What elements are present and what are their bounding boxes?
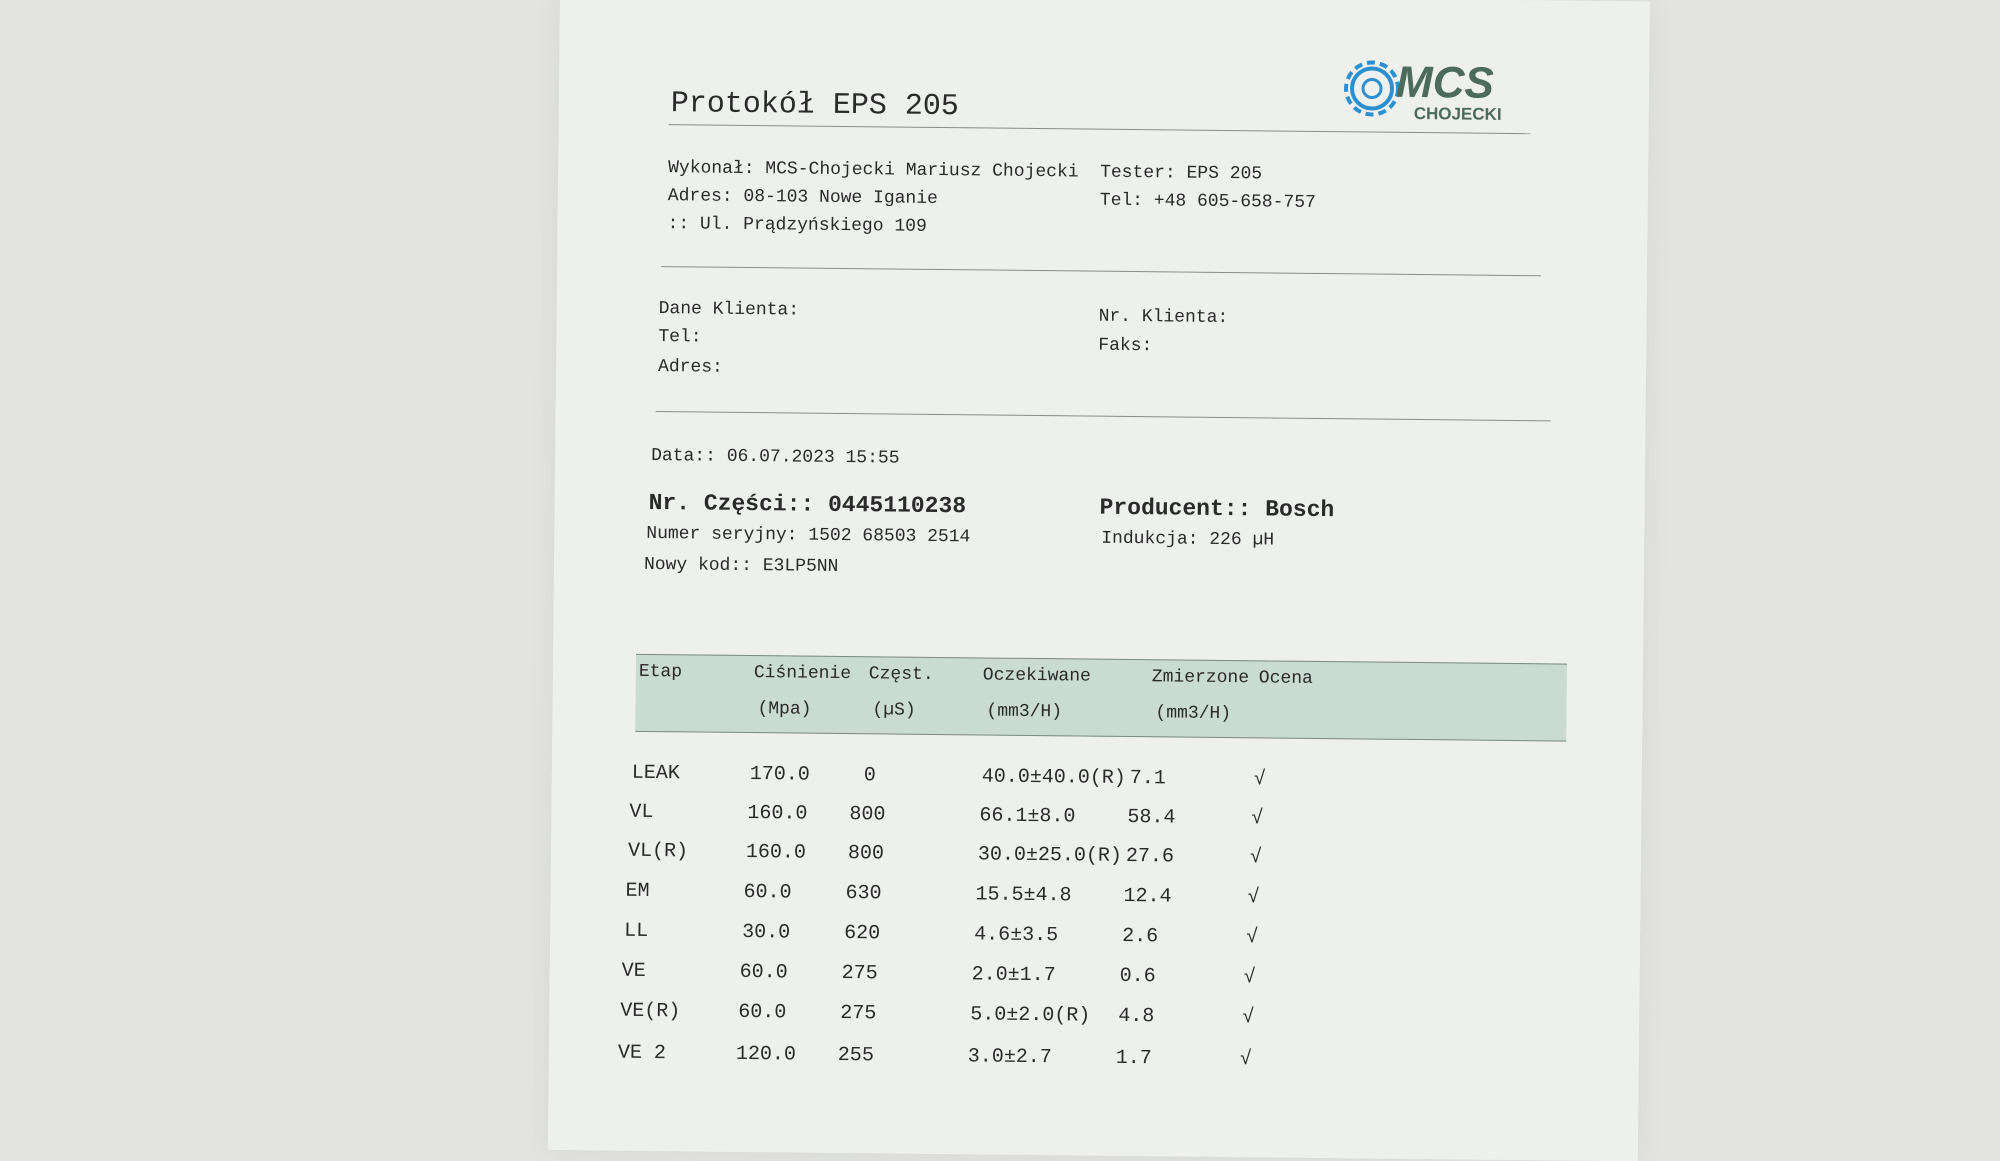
column-header: Etap <box>638 661 683 683</box>
measured-cell: 58.4 <box>1127 805 1176 830</box>
column-unit: (mm3/H) <box>1155 703 1232 725</box>
mcs-chojecki-logo: MCS CHOJECKI <box>1344 58 1502 124</box>
pressure-cell: 60.0 <box>738 1000 787 1025</box>
divider <box>661 266 1542 277</box>
measured-cell: 4.8 <box>1118 1004 1155 1029</box>
stage-cell: LL <box>624 919 649 943</box>
document-title: Protokół EPS 205 <box>670 87 960 125</box>
column-header: Ocena <box>1258 668 1313 689</box>
frequency-cell: 800 <box>847 842 885 866</box>
column-header: Częst. <box>868 664 934 685</box>
test-date: Data:: 06.07.2023 15:55 <box>651 445 900 469</box>
svg-text:CHOJECKI: CHOJECKI <box>1414 104 1502 124</box>
client-data-label: Dane Klienta: <box>658 299 800 321</box>
column-unit: (Mpa) <box>757 699 812 720</box>
expected-cell: 3.0±2.7 <box>967 1045 1052 1070</box>
pressure-cell: 60.0 <box>743 880 792 905</box>
table-row: VE(R) 60.0 275 5.0±2.0(R) 4.8 √ <box>560 0 1650 1030</box>
client-fax-label: Faks: <box>1098 335 1153 357</box>
table-row: VL(R) 160.0 800 30.0±25.0(R) 27.6 √ <box>560 0 1650 870</box>
column-header: Oczekiwane <box>982 665 1091 687</box>
frequency-cell: 275 <box>841 962 878 986</box>
table-row: VE 2 120.0 255 3.0±2.7 1.7 √ <box>560 0 1650 1072</box>
pressure-cell: 160.0 <box>747 802 808 826</box>
frequency-cell: 630 <box>845 882 882 906</box>
expected-cell: 2.0±1.7 <box>971 963 1056 988</box>
stage-cell: VE <box>621 959 646 983</box>
stage-cell: VE 2 <box>617 1041 667 1066</box>
divider <box>655 411 1551 422</box>
stage-cell: LEAK <box>631 761 680 786</box>
rating-cell: √ <box>1245 926 1259 950</box>
part-number: Nr. Części:: 0445110238 <box>648 489 967 520</box>
expected-cell: 30.0±25.0(R) <box>977 843 1123 868</box>
pressure-cell: 170.0 <box>749 763 810 787</box>
pressure-cell: 120.0 <box>735 1042 796 1067</box>
table-row: LL 30.0 620 4.6±3.5 2.6 √ <box>560 0 1650 950</box>
measured-cell: 12.4 <box>1123 884 1172 909</box>
column-header: Zmierzone <box>1151 667 1250 689</box>
measured-cell: 1.7 <box>1115 1046 1152 1071</box>
rating-cell: √ <box>1243 966 1256 990</box>
column-header: Ciśnienie <box>753 663 852 685</box>
svg-text:MCS: MCS <box>1396 58 1494 108</box>
table-row: LEAK 170.0 0 40.0±40.0(R) 7.1 √ <box>560 0 1650 792</box>
company-address: Adres: 08-103 Nowe Iganie <box>667 186 938 209</box>
inductance: Indukcja: 226 µH <box>1101 528 1275 551</box>
table-row: VL 160.0 800 66.1±8.0 58.4 √ <box>560 0 1650 831</box>
frequency-cell: 800 <box>849 803 886 827</box>
rating-cell: √ <box>1251 807 1264 831</box>
expected-cell: 66.1±8.0 <box>979 804 1076 829</box>
stage-cell: VL <box>629 800 654 825</box>
frequency-cell: 0 <box>863 764 876 788</box>
serial-number: Numer seryjny: 1502 68503 2514 <box>646 523 971 548</box>
column-unit: (µS) <box>872 700 916 721</box>
stage-cell: VE(R) <box>620 999 681 1024</box>
new-code: Nowy kod:: E3LP5NN <box>643 554 839 577</box>
measured-cell: 7.1 <box>1129 767 1166 791</box>
expected-cell: 5.0±2.0(R) <box>970 1003 1091 1028</box>
company-street: :: Ul. Prądzyńskiego 109 <box>667 214 927 237</box>
measured-cell: 0.6 <box>1119 964 1156 989</box>
pressure-cell: 160.0 <box>745 840 807 865</box>
rating-cell: √ <box>1242 1006 1255 1030</box>
rating-cell: √ <box>1239 1048 1252 1072</box>
column-unit: (mm3/H) <box>986 701 1063 723</box>
measured-cell: 27.6 <box>1125 844 1175 869</box>
frequency-cell: 255 <box>837 1043 874 1068</box>
frequency-cell: 620 <box>844 922 881 946</box>
client-number-label: Nr. Klienta: <box>1098 306 1229 329</box>
client-tel-label: Tel: <box>658 327 702 348</box>
expected-cell: 4.6±3.5 <box>974 923 1059 948</box>
stage-cell: VL(R) <box>627 839 689 864</box>
table-row: EM 60.0 630 15.5±4.8 12.4 √ <box>560 0 1650 910</box>
pressure-cell: 60.0 <box>739 960 788 985</box>
rating-cell: √ <box>1253 768 1266 792</box>
protocol-document: Protokół EPS 205 MCS CHOJECKI Wykonał: M… <box>547 0 1650 1161</box>
measured-cell: 2.6 <box>1121 924 1159 949</box>
tester: Tester: EPS 205 <box>1100 162 1263 185</box>
rating-cell: √ <box>1247 886 1260 910</box>
client-address-label: Adres: <box>657 357 723 378</box>
frequency-cell: 275 <box>840 1001 877 1026</box>
performed-by: Wykonał: MCS-Chojecki Mariusz Chojecki <box>668 158 1079 183</box>
producer: Producent:: Bosch <box>1099 494 1335 524</box>
company-phone: Tel: +48 605-658-757 <box>1099 190 1316 213</box>
expected-cell: 40.0±40.0(R) <box>981 765 1126 790</box>
stage-cell: EM <box>625 879 650 903</box>
table-row: VE 60.0 275 2.0±1.7 0.6 √ <box>560 0 1650 990</box>
expected-cell: 15.5±4.8 <box>975 883 1072 908</box>
pressure-cell: 30.0 <box>742 920 791 945</box>
rating-cell: √ <box>1249 846 1263 870</box>
